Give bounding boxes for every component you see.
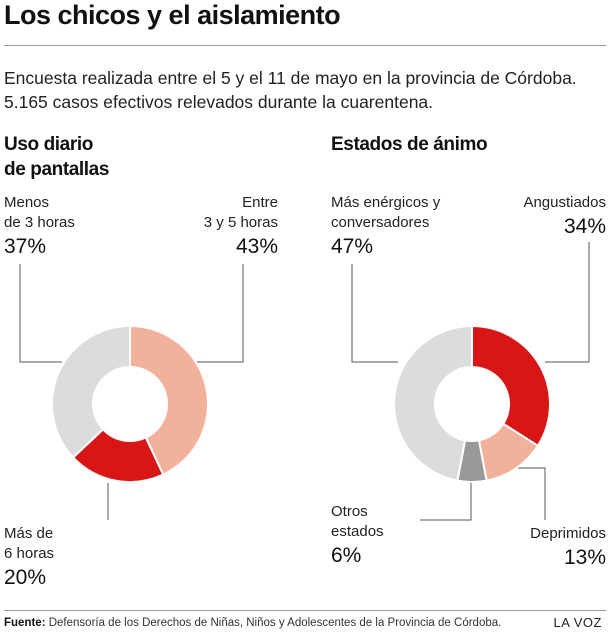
slice-label-line: 6 horas [4, 545, 55, 562]
source-note: Fuente: Defensoría de los Derechos de Ni… [4, 617, 501, 629]
brand-logo-text: LA VOZ [553, 615, 602, 630]
screen-use-donut [51, 324, 209, 483]
source-label: Fuente: [4, 617, 46, 629]
slice-label-line: Más enérgicos y [331, 194, 441, 211]
mood-chart-title: Estados de ánimo [331, 132, 488, 157]
leader-line [351, 264, 398, 363]
source-text: Defensoría de los Derechos de Niñas, Niñ… [48, 617, 502, 629]
slice-value: 37% [4, 235, 47, 258]
slice-label-less-3h: Menos de 3 horas 37% [4, 193, 75, 260]
screen-use-chart-title: Uso diario de pantallas [4, 132, 109, 182]
slice-label-line: 3 y 5 horas [203, 214, 278, 231]
slice-label-line: estados [331, 523, 384, 540]
donut-slice [51, 324, 131, 459]
page-title: Los chicos y el aislamiento [4, 0, 341, 30]
slice-value: 20% [4, 566, 47, 589]
leader-line [196, 264, 244, 363]
slice-label-line: Más de [4, 525, 54, 542]
slice-value: 47% [331, 235, 374, 258]
chart-title-line: de pantallas [4, 159, 110, 180]
chart-title-line: Estados de ánimo [331, 134, 488, 155]
slice-value: 6% [331, 544, 362, 567]
leader-line [518, 467, 546, 520]
donut-slice [471, 324, 551, 448]
intro-line: 5.165 casos efectivos relevados durante … [4, 92, 434, 112]
intro-line: Encuesta realizada entre el 5 y el 11 de… [4, 68, 577, 88]
footer-divider [4, 610, 606, 611]
slice-value: 13% [563, 546, 606, 569]
leader-line [545, 242, 590, 363]
leader-line [420, 481, 472, 521]
slice-label-line: conversadores [331, 214, 430, 231]
slice-label-3-5h: Entre 3 y 5 horas 43% [204, 193, 278, 260]
slice-label-line: Otros [331, 503, 368, 520]
slice-value: 34% [563, 215, 606, 238]
leader-line [19, 264, 62, 363]
donut-slice [393, 324, 473, 482]
slice-label-line: Menos [4, 194, 50, 211]
donut-slice [129, 324, 209, 476]
slice-label-line: Entre [242, 194, 278, 211]
slice-label-line: Angustiados [523, 194, 606, 211]
mood-donut [393, 324, 551, 483]
title-divider [4, 45, 606, 46]
slice-value: 43% [235, 235, 278, 258]
slice-label-line: Deprimidos [530, 525, 606, 542]
slice-label-other: Otros estados 6% [331, 502, 384, 569]
slice-label-energetic: Más enérgicos y conversadores 47% [331, 193, 440, 260]
intro-text: Encuesta realizada entre el 5 y el 11 de… [4, 66, 604, 114]
slice-label-anxious: Angustiados 34% [523, 193, 606, 240]
slice-label-line: de 3 horas [4, 214, 75, 231]
chart-title-line: Uso diario [4, 134, 93, 155]
slice-label-depressed: Deprimidos 13% [530, 524, 606, 571]
slice-label-more-6h: Más de 6 horas 20% [4, 524, 54, 591]
